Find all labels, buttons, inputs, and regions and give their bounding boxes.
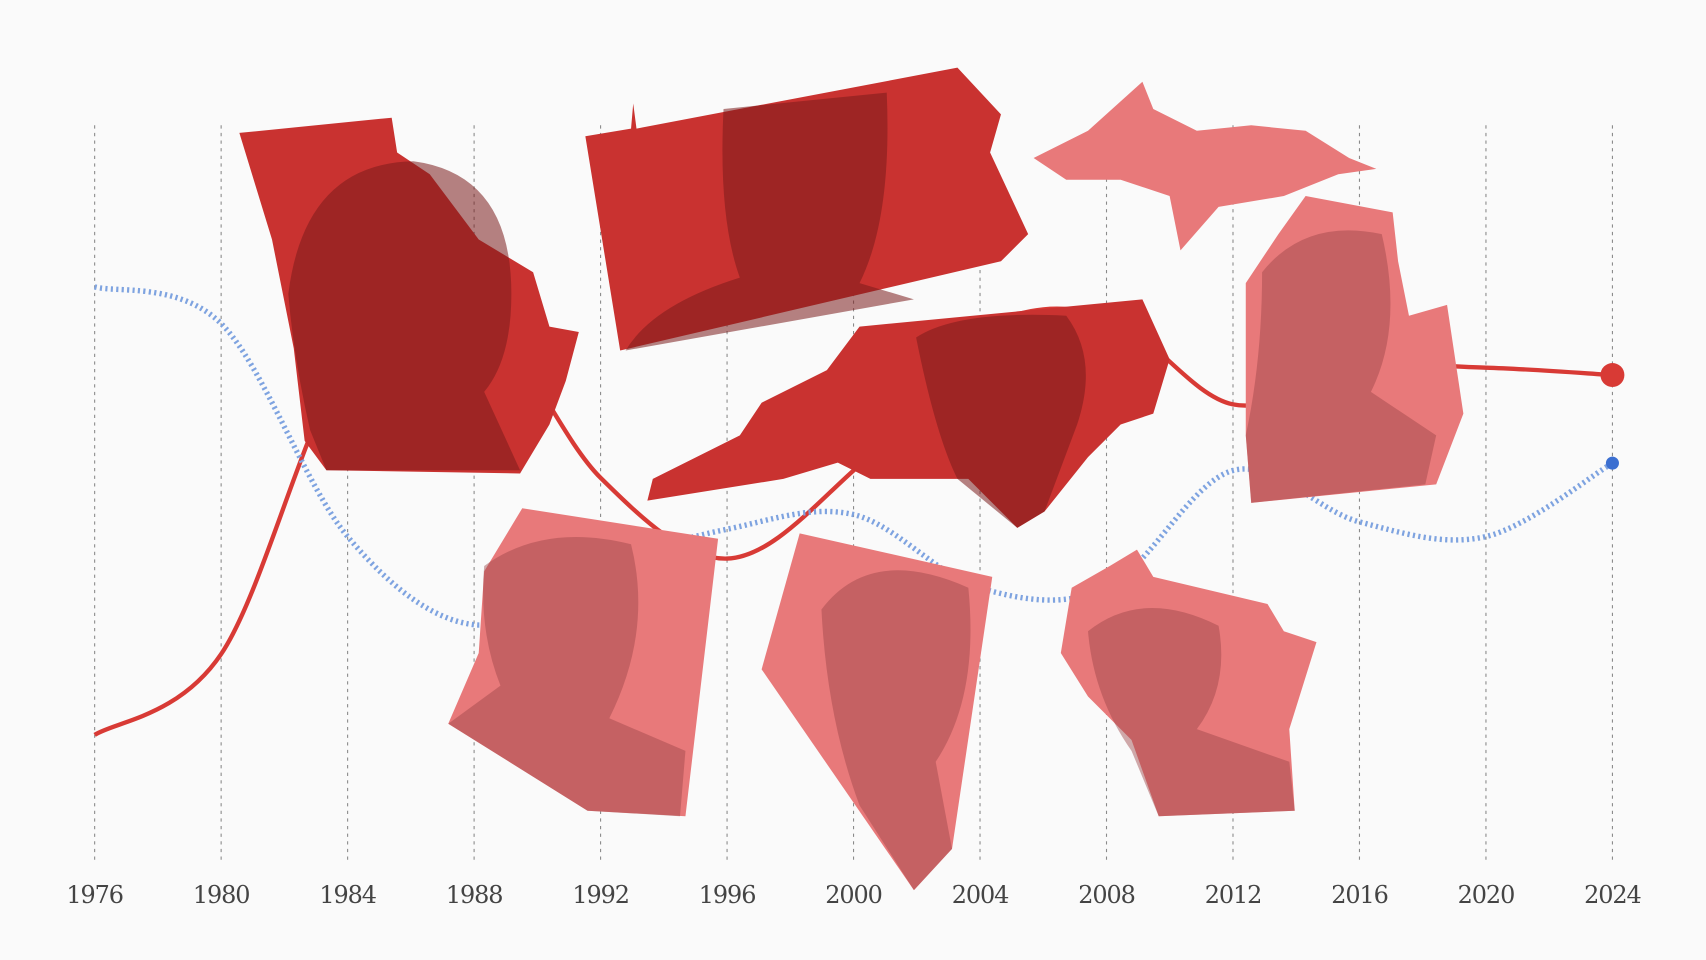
portrait bbox=[1088, 608, 1295, 817]
x-tick-label: 1980 bbox=[193, 881, 250, 909]
x-tick-label: 2008 bbox=[1078, 881, 1135, 909]
x-tick-label: 1988 bbox=[446, 881, 503, 909]
x-tick-label: 1992 bbox=[572, 881, 629, 909]
x-tick-label: 1976 bbox=[66, 881, 123, 909]
portrait bbox=[625, 92, 914, 351]
x-tick-label: 2012 bbox=[1205, 881, 1262, 909]
x-axis: 1976 1980 1984 1988 1992 1996 2000 2004 2008 2012… bbox=[66, 881, 1642, 909]
end-marker bbox=[1605, 456, 1619, 470]
end-marker bbox=[1600, 363, 1625, 387]
nevada bbox=[761, 533, 993, 891]
series-line bbox=[93, 284, 1614, 628]
portrait bbox=[821, 570, 971, 891]
x-tick-label: 2016 bbox=[1331, 881, 1388, 909]
north-carolina bbox=[647, 299, 1170, 528]
x-tick-label: 2024 bbox=[1584, 881, 1641, 909]
arizona bbox=[448, 508, 719, 817]
x-tick-label: 2000 bbox=[825, 881, 882, 909]
portrait bbox=[1245, 230, 1437, 503]
x-tick-label: 2004 bbox=[952, 881, 1009, 909]
michigan-upper bbox=[1033, 81, 1377, 251]
portrait bbox=[288, 161, 521, 471]
portrait bbox=[916, 314, 1086, 528]
x-tick-label: 1996 bbox=[699, 881, 756, 909]
wisconsin bbox=[1060, 549, 1317, 817]
x-tick-label: 1984 bbox=[319, 881, 376, 909]
portrait bbox=[448, 536, 686, 817]
x-tick-label: 2020 bbox=[1458, 881, 1515, 909]
michigan-lower bbox=[1245, 196, 1464, 503]
state-illustrations bbox=[239, 67, 1464, 891]
end-markers bbox=[1600, 363, 1625, 470]
